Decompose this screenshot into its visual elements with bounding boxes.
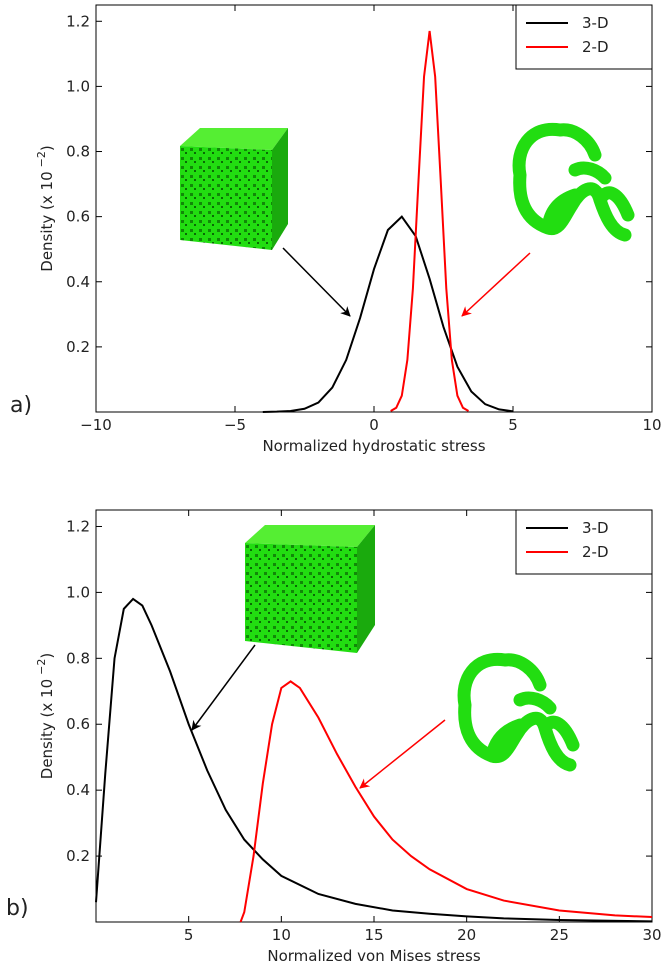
y-tick-label: 1.0 [66,77,90,95]
axes-frame [95,4,653,413]
panel-label: a) [10,393,32,418]
x-tick-label: 30 [642,926,661,944]
legend-box [515,509,653,575]
x-tick-label: −5 [224,416,246,434]
y-tick-label: 1.2 [66,517,90,535]
y-axis-label: Density (x 10 −2) [35,653,56,779]
legend-label: 3-D [582,519,609,537]
y-axis-label-end: ) [38,653,56,659]
arrow [461,252,531,317]
x-tick-label: 0 [369,416,379,434]
legend-label: 3-D [582,14,609,32]
x-tick-label: 15 [364,926,383,944]
y-tick-label: 0.6 [66,715,90,733]
y-tick-label: 0.2 [66,338,90,356]
x-tick-label: 5 [508,416,518,434]
y-axis-label-end: ) [38,145,56,151]
subplot: 5 10 15 20 25 30 0.2 0.4 0.6 0.8 1.0 1.2 Normalized … [6,509,662,965]
y-tick-label: 0.6 [66,208,90,226]
y-tick-label: 1.2 [66,12,90,30]
arrow [359,719,446,789]
legend-box [515,4,653,70]
arrow [191,644,256,731]
arrow [282,247,351,317]
x-tick-label: 20 [457,926,476,944]
y-axis-label: Density (x 10 −2) [35,145,56,271]
legend-label: 2-D [582,38,609,56]
data-line [239,680,653,923]
y-axis-label-exponent: −2 [35,151,48,167]
inset-2d-structure [512,122,635,242]
y-tick-label: 0.4 [66,273,90,291]
data-line [390,30,470,412]
legend-label: 2-D [582,543,609,561]
data-line [95,597,653,923]
x-axis-label: Normalized von Mises stress [267,947,480,965]
panel-label: b) [6,896,29,921]
inset-3d-structure [245,525,375,653]
inset-3d-structure [180,128,288,250]
y-tick-label: 0.8 [66,143,90,161]
x-tick-label: 10 [642,416,661,434]
inset-2d-structure [457,652,580,772]
y-tick-label: 1.0 [66,583,90,601]
x-tick-label: 5 [184,926,194,944]
y-axis-label-text: Density (x 10 [38,171,56,271]
y-tick-label: 0.8 [66,649,90,667]
x-axis-label: Normalized hydrostatic stress [262,437,485,455]
x-tick-label: −10 [80,416,112,434]
y-axis-label-exponent: −2 [35,659,48,675]
x-tick-label: 10 [272,926,291,944]
y-tick-label: 0.2 [66,847,90,865]
subplot: −10 −5 0 5 10 0.2 0.4 0.6 0.8 1.0 1.2 Normalized hy… [10,4,662,455]
data-line [262,215,514,413]
axes-frame [95,509,653,923]
y-axis-label-text: Density (x 10 [38,679,56,779]
x-tick-label: 25 [550,926,569,944]
y-tick-label: 0.4 [66,781,90,799]
